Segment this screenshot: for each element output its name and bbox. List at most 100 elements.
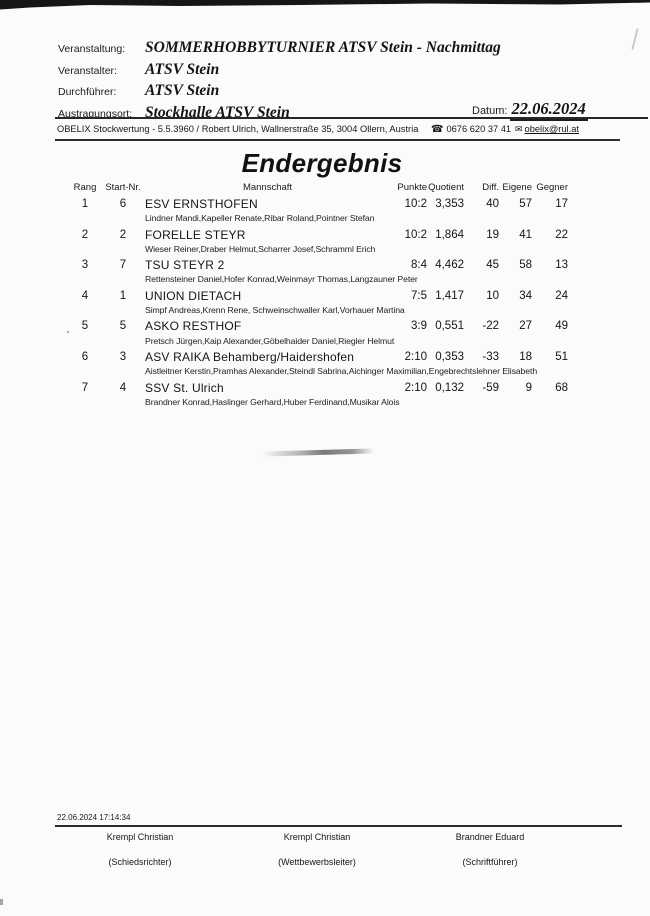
gegner-cell: 22 [555,228,568,241]
field-label: Austragungsort: [58,107,133,120]
team-cell: ASKO RESTHOF [145,319,242,334]
rang-cell: 5 [81,320,89,333]
table-row: 7 4 SSV St. Ulrich 2:10 0,132 -59 9 68 B… [67,380,568,411]
field-label: Veranstalter: [58,64,117,77]
table-row: 1 6 ESV ERNSTHOFEN 10:2 3,353 40 57 17 L… [67,196,568,227]
gegner-cell: 49 [555,320,568,333]
table-row: 2 2 FORELLE STEYR 10:2 1,864 19 41 22 Wi… [67,227,568,258]
signature-name: Krempl Christian [283,832,351,842]
table-header-row: Rang Start-Nr. Mannschaft Punkte Quotien… [67,180,568,196]
quotient-cell: 1,864 [435,228,464,241]
column-header-mannschaft: Mannschaft [242,182,293,193]
team-cell: SSV St. Ulrich [145,380,224,395]
players-list: Pretsch Jürgen,Kaip Alexander,Göbelhaide… [145,335,395,346]
team-cell: TSU STEYR 2 [145,258,225,273]
gegner-cell: 68 [555,381,568,394]
quotient-cell: 1,417 [435,289,464,302]
results-table: Rang Start-Nr. Mannschaft Punkte Quotien… [67,180,568,410]
quotient-cell: 4,462 [435,259,464,272]
field-label: Veranstaltung: [58,43,126,55]
field-value: SOMMERHOBBYTURNIER ATSV Stein - Nachmitt… [145,39,501,56]
players-list: Lindner Mandi,Kapeller Renate,Ribar Rola… [145,213,375,224]
start-nr-cell: 1 [119,289,127,302]
gegner-cell: 51 [555,350,568,363]
start-nr-cell: 7 [119,259,127,272]
table-row: 3 7 TSU STEYR 2 8:4 4,462 45 58 13 Rette… [67,257,568,288]
quotient-cell: 0,353 [435,350,464,363]
header-divider [55,117,648,120]
diff-cell: 45 [486,259,499,272]
punkte-cell: 7:5 [411,289,427,302]
field-value: ATSV Stein [145,60,220,78]
start-nr-cell: 5 [119,320,127,333]
players-list: Brandner Konrad,Haslinger Gerhard,Huber … [145,396,400,407]
punkte-cell: 2:10 [404,381,427,394]
punkte-cell: 10:2 [404,198,427,210]
table-row: 6 3 ASV RAIKA Behamberg/Haidershofen 2:1… [67,349,568,380]
rang-cell: 6 [81,350,89,363]
gegner-cell: 17 [555,198,568,210]
punkte-cell: 8:4 [411,259,427,272]
rang-cell: 7 [81,381,89,394]
signature-name: Krempl Christian [106,832,174,842]
diff-cell: 19 [486,228,499,241]
signature-role: (Schiedsrichter) [108,857,172,867]
column-header-start-nr: Start-Nr. [105,182,141,193]
field-value: Stockhalle ATSV Stein [145,103,290,121]
field-veranstaltung: Veranstaltung: SOMMERHOBBYTURNIER ATSV S… [58,39,501,61]
team-cell: FORELLE STEYR [145,227,246,242]
start-nr-cell: 2 [119,228,127,241]
date-value: 22.06.2024 [510,99,588,121]
print-timestamp: 22.06.2024 17:14:34 [57,813,131,822]
scan-scratch-artifact [631,28,639,50]
start-nr-cell: 3 [119,350,127,363]
rang-cell: 3 [81,259,89,272]
eigene-cell: 57 [519,198,532,210]
document-header: Veranstaltung: SOMMERHOBBYTURNIER ATSV S… [58,39,501,125]
diff-cell: -33 [482,350,499,363]
team-cell: ESV ERNSTHOFEN [145,197,258,211]
punkte-cell: 10:2 [404,228,427,241]
rang-cell: 1 [81,198,89,210]
scan-edge-artifact [0,0,650,10]
gegner-cell: 24 [555,289,568,302]
start-nr-cell: 4 [119,381,127,394]
rang-cell: 2 [81,228,89,241]
eigene-cell: 34 [519,289,532,302]
scan-speck [0,899,3,905]
pencil-smudge-artifact [261,448,375,457]
email-address: obelix@rul.at [524,124,579,134]
players-list: Wieser Reiner,Draber Helmut,Scharrer Jos… [145,243,376,254]
field-label: Durchführer: [58,86,117,98]
diff-cell: -22 [482,320,499,333]
field-austragungsort: Austragungsort: Stockhalle ATSV Stein [58,104,501,126]
eigene-cell: 9 [525,381,532,394]
gegner-cell: 13 [555,259,568,272]
email-entry: ✉ obelix@rul.at [515,124,579,135]
software-line-divider [55,139,620,141]
column-header-gegner: Gegner [536,182,568,193]
phone-icon: ☎ [431,124,444,135]
eigene-cell: 27 [519,320,532,333]
team-cell: UNION DIETACH [145,288,242,303]
punkte-cell: 2:10 [404,350,427,363]
field-durchfuehrer: Durchführer: ATSV Stein [58,82,501,104]
software-credit-line: OBELIX Stockwertung - 5.5.3960 / Robert … [57,123,637,138]
quotient-cell: 0,132 [435,381,464,394]
column-header-eigene: Eigene [502,182,532,193]
phone-entry: ☎ 0676 620 37 41 [431,124,511,135]
eigene-cell: 41 [519,228,532,241]
table-row: 5 5 ASKO RESTHOF 3:9 0,551 -22 27 49 Pre… [67,318,568,349]
software-credit-text: OBELIX Stockwertung - 5.5.3960 / Robert … [57,124,419,134]
diff-cell: 40 [486,198,499,210]
scan-speck [67,331,69,333]
column-header-diff: Diff. [482,182,499,193]
date-label: Datum: [472,105,508,117]
rang-cell: 4 [81,289,89,302]
diff-cell: 10 [486,289,499,302]
punkte-cell: 3:9 [411,320,427,333]
table-row: 4 1 UNION DIETACH 7:5 1,417 10 34 24 Sim… [67,288,568,319]
column-header-rang: Rang [73,182,97,193]
eigene-cell: 18 [519,350,532,363]
